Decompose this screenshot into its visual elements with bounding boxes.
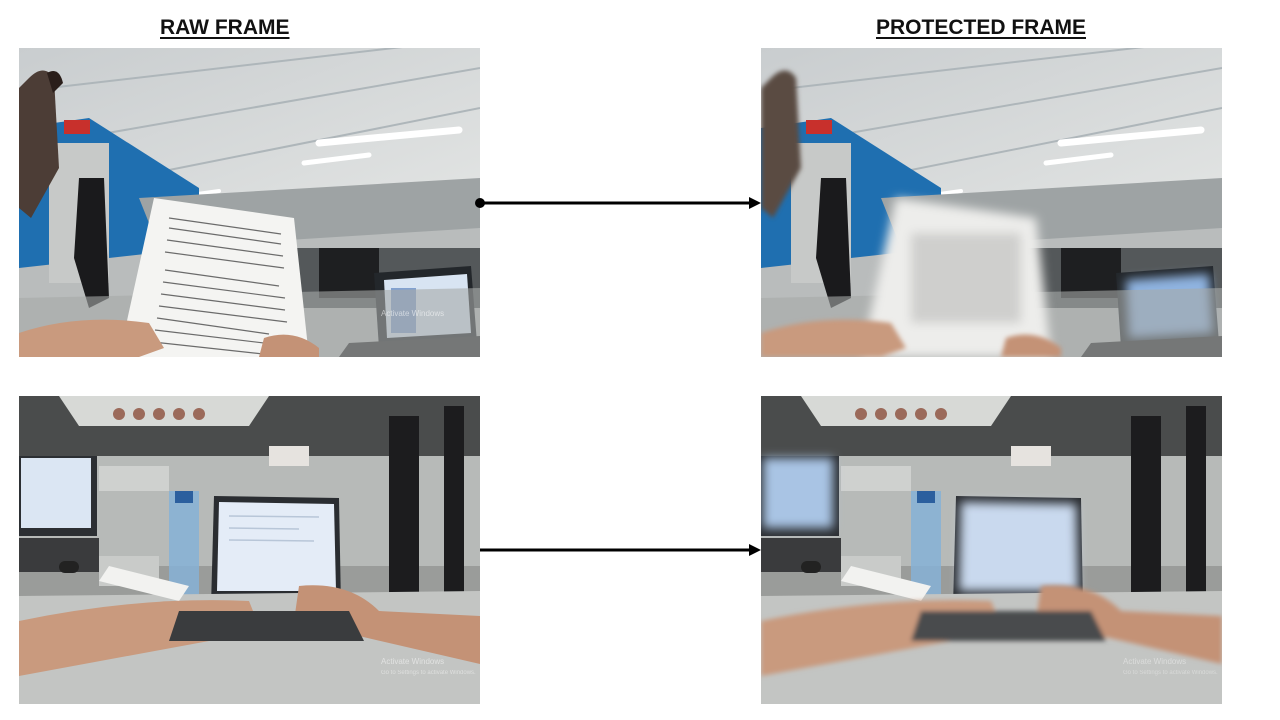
raw-frame-heading: RAW FRAME bbox=[160, 16, 290, 39]
arrow-row-2 bbox=[480, 544, 761, 556]
activate-windows-watermark: Activate Windows bbox=[381, 309, 444, 318]
raw-frame-office-document: Activate Windows bbox=[19, 48, 480, 357]
arrow-row-1 bbox=[475, 197, 761, 209]
protected-frame-heading: PROTECTED FRAME bbox=[876, 16, 1086, 39]
activate-windows-watermark: Activate Windows bbox=[381, 657, 444, 666]
activate-windows-watermark-subtext: Go to Settings to activate Windows. bbox=[381, 670, 476, 676]
raw-frame-laptop-typing: Activate Windows Go to Settings to activ… bbox=[19, 396, 480, 704]
protected-frame-laptop-typing: Activate Windows Go to Settings to activ… bbox=[761, 396, 1222, 704]
activate-windows-watermark-subtext: Go to Settings to activate Windows. bbox=[1123, 670, 1218, 676]
protected-frame-office-document bbox=[761, 48, 1222, 357]
activate-windows-watermark: Activate Windows bbox=[1123, 657, 1186, 666]
